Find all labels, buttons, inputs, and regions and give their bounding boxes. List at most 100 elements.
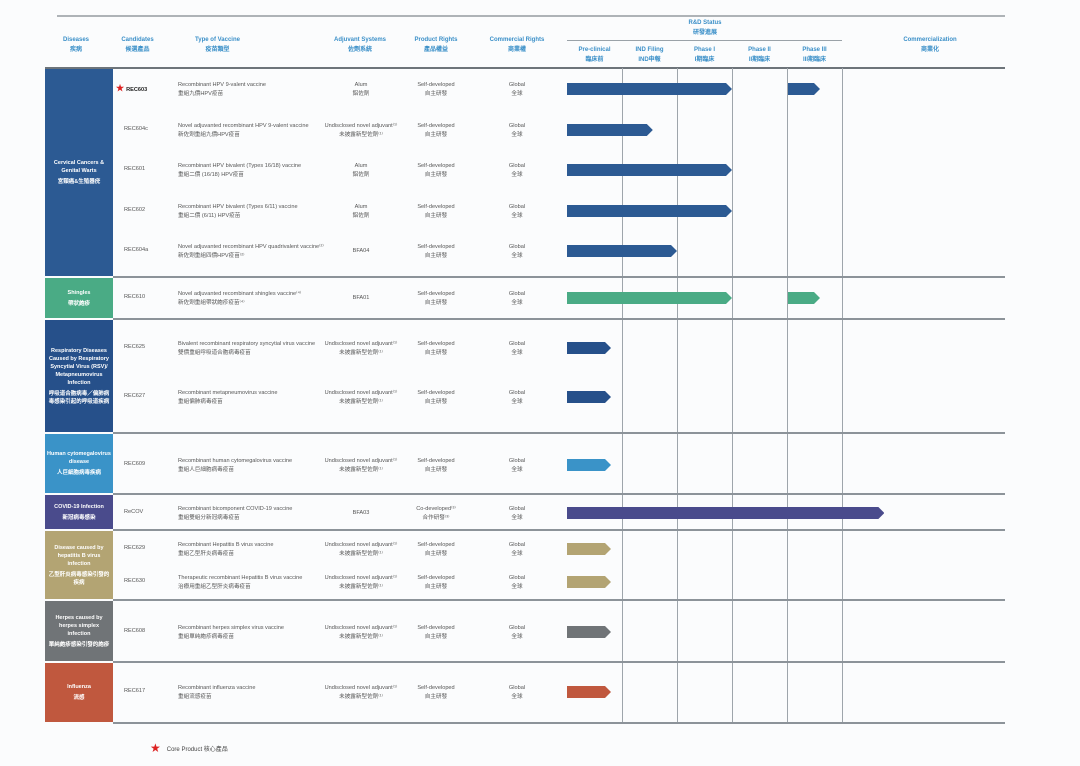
disease-name-zh: 單純皰疹感染引發的皰疹: [48, 641, 110, 648]
adjuvant-zh: 未披露新型佐劑⁽¹⁾: [339, 551, 383, 557]
type-zh: 重組人巨細胞病毒疫苗: [178, 467, 234, 473]
group-divider: [113, 493, 1005, 495]
header-text: Pre-clinical: [578, 47, 611, 53]
candidate-name: REC617: [124, 688, 146, 694]
vaccine-type-cell: Recombinant influenza vaccine 重組流感疫苗: [178, 684, 328, 702]
product-rights-en: Self-developed: [417, 390, 455, 396]
product-rights-zh: 自主研發: [424, 132, 448, 138]
header-text: I期臨床: [694, 57, 715, 63]
adjuvant-zh: 未披露新型佐劑⁽¹⁾: [339, 694, 383, 700]
type-en: Recombinant Hepatitis B virus vaccine: [178, 542, 274, 548]
candidate-cell: REC602: [124, 206, 174, 215]
stage-gridline: [677, 68, 678, 723]
type-en: Recombinant HPV bivalent (Types 6/11) va…: [178, 204, 298, 210]
group-divider: [113, 661, 1005, 663]
candidate-cell: REC604a: [124, 246, 174, 255]
adjuvant-zh: 鋁佐劑: [352, 213, 370, 219]
candidate-name: ReCOV: [124, 509, 144, 515]
candidate-name: REC603: [126, 87, 148, 93]
progress-bar: [788, 292, 820, 304]
stage-gridline: [787, 68, 788, 723]
disease-group: Respiratory Diseases Caused by Respirato…: [45, 320, 113, 432]
header-text: 疫苗類型: [205, 47, 230, 53]
star-icon: ★: [116, 83, 125, 93]
progress-bar: [567, 124, 653, 136]
type-zh: 重組流感疫苗: [178, 694, 212, 700]
commercial-rights-zh: 全球: [511, 172, 523, 178]
product-rights-cell: Self-developed 自主研發: [400, 122, 472, 140]
group-divider: [113, 599, 1005, 601]
vaccine-type-cell: Recombinant metapneumovirus vaccine 重組偏肺病…: [178, 389, 328, 407]
header-text: 候選產品: [125, 47, 150, 53]
product-rights-zh: 自主研發: [424, 634, 448, 640]
candidate-cell: REC617: [124, 687, 174, 696]
product-rights-zh: 自主研發: [424, 172, 448, 178]
candidate-cell: REC610: [124, 293, 174, 302]
disease-group: Influenza 流感: [45, 663, 113, 722]
type-en: Recombinant herpes simplex virus vaccine: [178, 625, 285, 631]
header-text: 商業化: [920, 47, 939, 53]
commercial-rights-zh: 全球: [511, 91, 523, 97]
disease-name-zh: 帶狀皰疹: [67, 300, 90, 307]
product-rights-cell: Co-developed⁽³⁾ 合作研發⁽³⁾: [400, 505, 472, 523]
disease-name-en: Influenza: [67, 684, 91, 690]
vaccine-type-cell: Novel adjuvanted recombinant shingles va…: [178, 290, 328, 308]
adjuvant-cell: Alum 鋁佐劑: [315, 203, 407, 221]
header-text: Commercialization: [903, 37, 957, 43]
progress-bar: [567, 205, 732, 217]
commercial-rights-en: Global: [508, 82, 526, 88]
adjuvant-cell: BFA04: [315, 247, 407, 256]
header-stage: Pre-clinical 臨床前: [562, 45, 627, 65]
product-rights-cell: Self-developed 自主研發: [400, 541, 472, 559]
product-rights-cell: Self-developed 自主研發: [400, 684, 472, 702]
disease-name-zh: 乙型肝炎病毒感染引發的疾病: [48, 571, 110, 586]
disease-group: Disease caused by hepatitis B virus infe…: [45, 531, 113, 599]
adjuvant-cell: Undisclosed novel adjuvant⁽¹⁾ 未披露新型佐劑⁽¹⁾: [315, 541, 407, 559]
progress-bar: [567, 292, 732, 304]
header-text: Product Rights: [414, 37, 458, 43]
commercial-rights-en: Global: [508, 506, 526, 512]
header-text: 臨床前: [585, 57, 604, 63]
candidate-name: REC629: [124, 545, 146, 551]
product-rights-zh: 自主研發: [424, 694, 448, 700]
candidate-name: REC601: [124, 166, 146, 172]
commercial-rights-zh: 全球: [511, 467, 523, 473]
product-rights-cell: Self-developed 自主研發: [400, 624, 472, 642]
commercial-rights-cell: Global 全球: [487, 243, 547, 261]
progress-bar: [567, 686, 611, 698]
header-text: IND申報: [638, 57, 661, 63]
candidate-cell: REC601: [124, 165, 174, 174]
disease-name-en: Disease caused by hepatitis B virus infe…: [54, 544, 104, 567]
candidate-cell: REC608: [124, 627, 174, 636]
commercial-rights-cell: Global 全球: [487, 457, 547, 475]
adjuvant-cell: Undisclosed novel adjuvant⁽¹⁾ 未披露新型佐劑⁽¹⁾: [315, 574, 407, 592]
type-en: Recombinant human cytomegalovirus vaccin…: [178, 458, 293, 464]
progress-bar: [567, 507, 885, 519]
commercial-rights-zh: 全球: [511, 694, 523, 700]
header-product-rights: Product Rights 產品權益: [400, 35, 472, 55]
adjuvant-en: Alum: [354, 204, 368, 210]
header-candidates: Candidates 候選產品: [110, 35, 165, 55]
stage-gridline: [732, 68, 733, 723]
candidate-name: REC627: [124, 393, 146, 399]
disease-name-en: Human cytomegalovirus disease: [47, 451, 111, 465]
header-commercial-rights: Commercial Rights 商業權: [482, 35, 552, 55]
progress-bar: [567, 626, 611, 638]
product-rights-cell: Self-developed 自主研發: [400, 340, 472, 358]
header-rd-status: R&D Status 研發進展: [670, 18, 740, 38]
type-en: Bivalent recombinant respiratory syncyti…: [178, 341, 316, 347]
legend: ★ Core Product 核心產品: [150, 741, 228, 755]
adjuvant-en: Undisclosed novel adjuvant⁽¹⁾: [324, 625, 398, 631]
header-text: Commercial Rights: [489, 37, 545, 43]
candidate-cell: REC629: [124, 544, 174, 553]
disease-group: Cervical Cancers & Genital Warts 宮頸癌&生殖器疣: [45, 69, 113, 276]
header-text: Candidates: [121, 37, 154, 43]
adjuvant-en: BFA01: [352, 295, 370, 301]
commercial-rights-zh: 全球: [511, 132, 523, 138]
adjuvant-zh: 鋁佐劑: [352, 172, 370, 178]
commercial-rights-cell: Global 全球: [487, 290, 547, 308]
vaccine-type-cell: Recombinant Hepatitis B virus vaccine 重組乙…: [178, 541, 328, 559]
header-text: R&D Status: [688, 20, 722, 26]
product-rights-zh: 自主研發: [424, 213, 448, 219]
header-text: II期臨床: [748, 57, 771, 63]
